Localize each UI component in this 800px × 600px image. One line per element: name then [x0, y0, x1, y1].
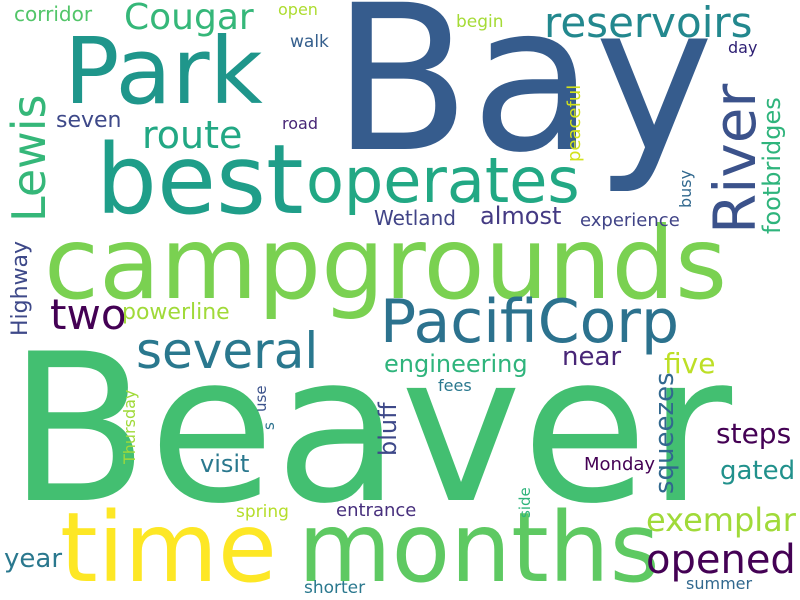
word-route: route	[142, 113, 243, 157]
word-road: road	[282, 114, 318, 133]
word-shorter: shorter	[304, 578, 366, 598]
word-bluff: bluff	[374, 402, 402, 456]
word-spring: spring	[236, 502, 289, 522]
word-exemplar: exemplar	[646, 501, 796, 539]
word-visit: visit	[200, 450, 250, 478]
word-park: Park	[64, 18, 263, 125]
word-powerline: powerline	[122, 300, 230, 325]
word-monday: Monday	[584, 454, 656, 475]
word-seven: seven	[56, 108, 122, 133]
word-day: day	[728, 38, 758, 57]
word-experience: experience	[580, 210, 680, 231]
word-river: River	[701, 83, 769, 234]
word-months: months	[298, 492, 660, 600]
word-time: time	[60, 492, 277, 600]
word-open: open	[278, 0, 318, 19]
word-walk: walk	[290, 32, 329, 52]
word-best: best	[96, 124, 304, 236]
word-begin: begin	[456, 12, 504, 32]
word-s: s	[260, 422, 278, 430]
word-squeezes: squeezes	[650, 372, 680, 494]
word-near: near	[562, 342, 622, 372]
word-busy: busy	[676, 169, 695, 208]
word-year: year	[4, 544, 63, 574]
word-peaceful: peaceful	[564, 84, 585, 162]
word-almost: almost	[480, 202, 562, 230]
word-side: side	[516, 487, 534, 518]
word-highway: Highway	[8, 240, 33, 336]
word-operates: operates	[306, 144, 580, 217]
word-cougar: Cougar	[124, 0, 254, 38]
word-fees: fees	[438, 376, 472, 395]
word-five: five	[664, 347, 716, 380]
word-entrance: entrance	[336, 500, 417, 521]
word-engineering: engineering	[384, 350, 528, 378]
word-opened: opened	[646, 537, 796, 583]
word-reservoirs: reservoirs	[544, 0, 753, 47]
word-bay: Bay	[332, 0, 714, 197]
word-footbridges: footbridges	[758, 97, 786, 234]
word-beaver: Beaver	[8, 311, 733, 549]
word-gated: gated	[720, 456, 796, 486]
word-lewis: Lewis	[2, 94, 56, 223]
word-campgrounds: campgrounds	[44, 205, 728, 322]
word-use: use	[252, 385, 270, 412]
word-two: two	[50, 290, 127, 339]
word-steps: steps	[716, 417, 792, 450]
word-several: several	[136, 322, 319, 380]
word-pacificorp: PacifiCorp	[380, 287, 680, 357]
word-corridor: corridor	[14, 2, 93, 26]
word-summer: summer	[686, 574, 753, 593]
word-thursday: Thursday	[120, 389, 139, 464]
word-wetland: Wetland	[374, 206, 456, 230]
